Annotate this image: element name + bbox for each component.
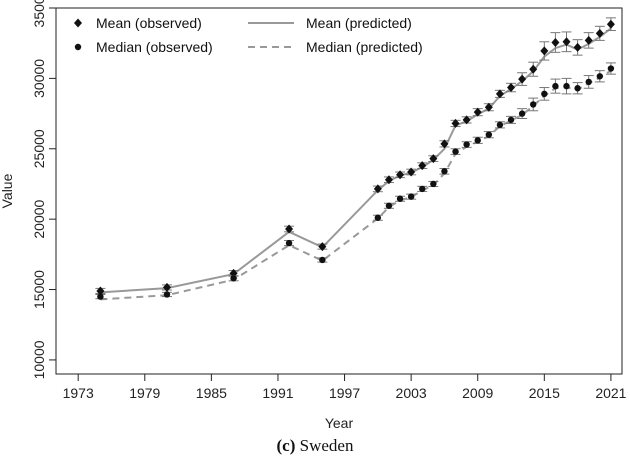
data-point-mean-observed: [384, 175, 393, 185]
data-point-mean-observed: [318, 242, 327, 252]
y-tick-label: 20000: [31, 199, 47, 238]
data-point-mean-observed: [495, 89, 504, 99]
data-point-median-observed: [452, 148, 459, 155]
data-point-mean-observed: [462, 115, 471, 125]
data-point-median-observed: [463, 141, 470, 148]
data-point-median-observed: [407, 193, 415, 200]
y-axis-label: Value: [0, 173, 15, 208]
data-point-median-observed: [230, 275, 237, 282]
data-point-median-observed: [607, 65, 615, 72]
legend-label-mean-predicted: Mean (predicted): [306, 15, 412, 31]
data-point-median-observed: [97, 293, 104, 300]
data-point-mean-observed: [484, 102, 493, 112]
x-tick-label: 1973: [63, 385, 94, 401]
data-point-median-observed: [496, 121, 504, 129]
data-point-mean-observed: [595, 28, 604, 38]
data-point-median-observed: [596, 73, 604, 80]
data-point-median-observed: [552, 82, 559, 90]
data-point-median-observed: [585, 78, 592, 86]
data-point-median-observed: [374, 214, 382, 221]
data-point-mean-observed: [606, 19, 615, 29]
data-point-mean-observed: [473, 107, 482, 117]
data-point-mean-observed: [518, 74, 527, 84]
data-point-median-observed: [518, 110, 526, 117]
data-point-mean-observed: [162, 282, 171, 292]
legend-marker-median-observed: [74, 43, 82, 51]
data-point-median-observed: [285, 239, 293, 247]
x-tick-label: 2003: [396, 385, 427, 401]
data-point-mean-observed: [507, 83, 516, 93]
x-tick-label: 1985: [196, 385, 227, 401]
x-tick-label: 1979: [129, 385, 160, 401]
data-point-median-observed: [419, 185, 426, 193]
data-point-median-observed: [474, 137, 481, 144]
data-point-mean-observed: [407, 167, 416, 177]
y-tick-label: 10000: [31, 340, 47, 379]
caption-text: Sweden: [299, 436, 354, 455]
y-tick-label: 30000: [31, 59, 47, 98]
data-point-median-observed: [319, 256, 326, 264]
x-tick-label: 2009: [462, 385, 493, 401]
x-tick-label: 1997: [329, 385, 360, 401]
data-point-median-observed: [396, 195, 404, 202]
x-axis-label: Year: [325, 415, 354, 431]
x-tick-label: 2015: [529, 385, 560, 401]
data-point-mean-observed: [573, 42, 582, 52]
data-point-mean-observed: [584, 35, 593, 45]
data-point-mean-observed: [418, 161, 427, 171]
data-point-mean-observed: [540, 46, 549, 56]
data-point-mean-observed: [562, 37, 571, 47]
y-tick-label: 35000: [31, 0, 47, 27]
legend-marker-mean-observed: [74, 18, 82, 28]
plot-frame: [55, 7, 623, 375]
series-layer: [95, 17, 616, 301]
data-point-mean-observed: [451, 118, 460, 128]
data-point-median-observed: [430, 180, 437, 188]
legend: Mean (observed) Median (observed) Mean (pr…: [74, 15, 423, 55]
y-tick-label: 25000: [31, 129, 47, 168]
x-tick-label: 1991: [262, 385, 293, 401]
data-point-median-observed: [541, 90, 548, 98]
data-point-mean-observed: [551, 37, 560, 47]
data-point-mean-observed: [529, 64, 538, 74]
figure-caption: (c) Sweden: [0, 436, 630, 456]
legend-label-mean-observed: Mean (observed): [96, 15, 202, 31]
data-point-median-observed: [574, 85, 581, 92]
data-point-median-observed: [385, 202, 393, 209]
axes: 1973 1979 1985 1991 1997 2003 2009 2015 2021 1000…: [31, 0, 627, 401]
data-point-mean-observed: [429, 154, 438, 164]
data-point-median-observed: [163, 291, 171, 298]
x-tick-label: 2021: [595, 385, 626, 401]
caption-label: (c): [276, 436, 296, 455]
data-point-median-observed: [563, 82, 570, 90]
data-point-median-observed: [441, 168, 448, 175]
data-point-mean-observed: [96, 286, 105, 296]
data-point-mean-observed: [285, 224, 294, 234]
legend-label-median-predicted: Median (predicted): [306, 39, 423, 55]
data-point-median-observed: [507, 116, 515, 124]
legend-label-median-observed: Median (observed): [96, 39, 213, 55]
data-point-median-observed: [485, 131, 493, 138]
data-point-mean-observed: [396, 170, 405, 180]
data-point-mean-observed: [373, 184, 382, 194]
data-point-median-observed: [530, 101, 537, 108]
y-tick-label: 15000: [31, 270, 47, 309]
data-point-mean-observed: [440, 139, 449, 149]
